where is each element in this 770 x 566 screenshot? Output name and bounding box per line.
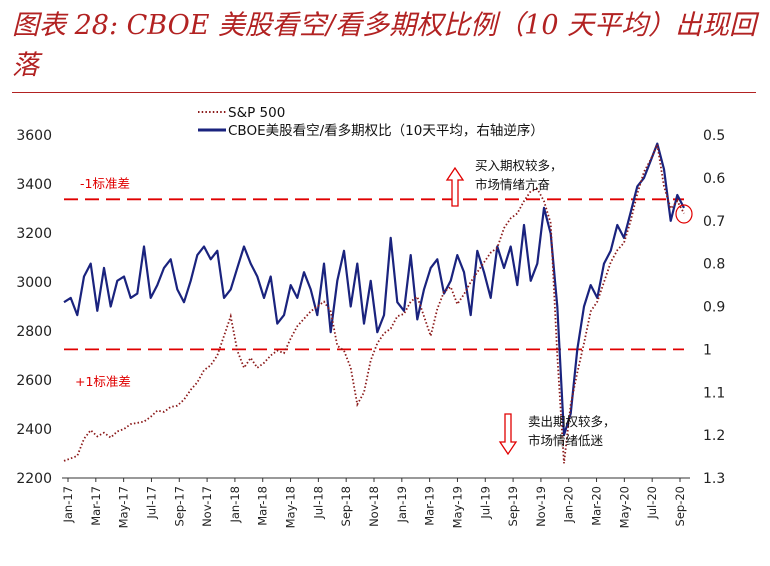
std-dev-lines (64, 198, 684, 351)
down-arrow-icon (498, 413, 518, 456)
left-tick-label: 2200 (16, 471, 52, 487)
right-tick-label: 0.9 (703, 300, 725, 316)
x-tick-label: Jan-17 (61, 486, 75, 524)
page-title: 图表 28: CBOE 美股看空/看多期权比例（10 天平均）出现回落 (12, 10, 757, 81)
right-axis: 0.5 0.6 0.7 0.8 0.9 1 1.1 1.2 1.3 (703, 128, 725, 487)
left-axis: 3600 3400 3200 3000 2800 2600 2400 2200 (16, 128, 52, 487)
x-tick-label: Nov-18 (367, 486, 381, 527)
left-tick-label: 2400 (16, 422, 52, 438)
right-tick-label: 1.3 (703, 471, 725, 487)
minus-std-label: -1标准差 (80, 176, 130, 191)
x-tick-label: Jul-20 (645, 486, 659, 520)
x-tick-label: Nov-19 (534, 486, 548, 527)
x-tick-label: Jul-18 (311, 486, 325, 520)
x-tick-label: Mar-20 (590, 486, 604, 526)
put-call-ratio-series (63, 142, 685, 437)
legend-sp500-label: S&P 500 (228, 105, 285, 121)
annotation-bottom-line1: 卖出期权较多， (528, 414, 616, 429)
right-tick-label: 0.8 (703, 257, 725, 273)
x-tick-label: Jul-19 (478, 486, 492, 520)
x-tick-label: May-18 (284, 486, 298, 528)
x-tick-label: May-17 (117, 486, 131, 528)
left-tick-label: 2600 (16, 373, 52, 389)
x-axis: Jan-17 Mar-17 May-17 Jul-17 Sep-17 Nov-17 Jan-… (61, 478, 687, 528)
x-tick-label: Mar-19 (423, 486, 437, 526)
x-tick-label: Nov-17 (200, 486, 214, 527)
left-tick-label: 2800 (16, 324, 52, 340)
x-tick-label: Jan-19 (395, 486, 409, 524)
x-tick-label: Sep-17 (172, 486, 186, 526)
right-tick-label: 1.1 (703, 385, 725, 401)
x-tick-label: May-20 (617, 486, 631, 528)
annotation-bottom-line2: 市场情绪低迷 (528, 433, 604, 448)
x-tick-label: May-19 (450, 486, 464, 528)
title-divider (12, 92, 756, 93)
left-tick-label: 3200 (16, 226, 52, 242)
legend: S&P 500 CBOE美股看空/看多期权比（10天平均，右轴逆序） (198, 105, 544, 139)
right-tick-label: 1.2 (703, 428, 725, 444)
legend-ratio-label: CBOE美股看空/看多期权比（10天平均，右轴逆序） (228, 122, 544, 139)
x-tick-label: Mar-18 (256, 486, 270, 526)
highlight-circle (675, 204, 693, 224)
right-tick-label: 0.7 (703, 214, 725, 230)
annotation-top-line2: 市场情绪亢奋 (475, 177, 551, 192)
x-tick-label: Jul-17 (144, 486, 158, 520)
right-tick-label: 0.5 (703, 128, 725, 144)
x-tick-label: Jan-18 (228, 486, 242, 524)
x-tick-label: Jan-20 (562, 486, 576, 524)
plus-std-label: +1标准差 (75, 374, 131, 389)
right-tick-label: 0.6 (703, 171, 725, 187)
up-arrow-icon (445, 166, 465, 207)
sp500-series (63, 141, 685, 464)
left-tick-label: 3400 (16, 177, 52, 193)
right-tick-label: 1 (703, 342, 712, 358)
left-tick-label: 3600 (16, 128, 52, 144)
x-tick-label: Sep-20 (673, 486, 687, 526)
annotation-top-line1: 买入期权较多， (475, 158, 563, 173)
x-tick-label: Mar-17 (89, 486, 103, 526)
x-tick-label: Sep-19 (506, 486, 520, 526)
left-tick-label: 3000 (16, 275, 52, 291)
x-tick-label: Sep-18 (339, 486, 353, 526)
